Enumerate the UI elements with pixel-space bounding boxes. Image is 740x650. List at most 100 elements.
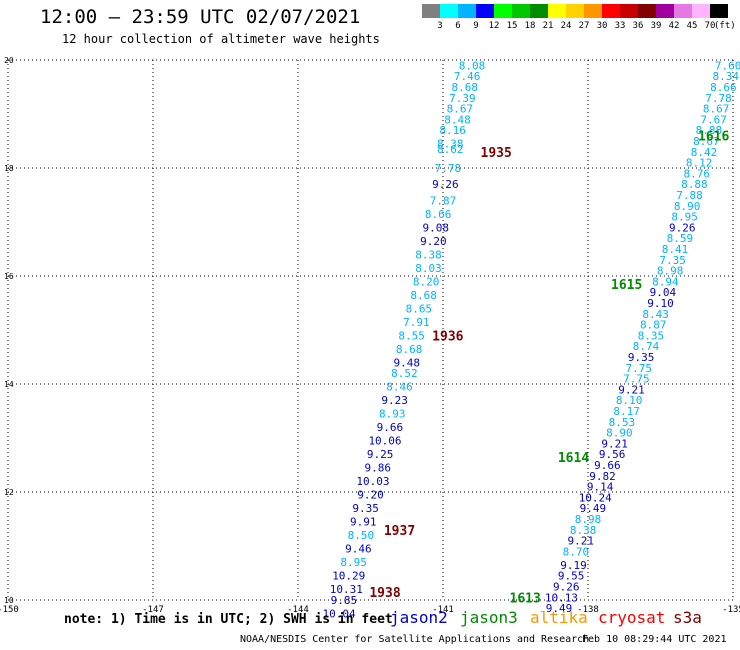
swh-value: 9.35 — [628, 351, 655, 364]
swh-value: 8.34 — [713, 70, 740, 83]
swh-value: 8.41 — [662, 243, 689, 256]
swh-value: 8.93 — [379, 408, 406, 421]
legend-swatch — [440, 4, 458, 18]
swh-value: 9.46 — [345, 543, 372, 556]
swh-value: 9.20 — [357, 489, 384, 502]
swh-value: 9.20 — [420, 235, 447, 248]
swh-value: 8.74 — [633, 340, 660, 353]
swh-value: 8.98 — [657, 265, 684, 278]
x-tick-label: -147 — [142, 605, 164, 615]
pass-label: 1936 — [432, 329, 463, 344]
footer-note: note: 1) Time is in UTC; 2) SWH is in fe… — [64, 612, 393, 627]
y-tick-label: 10 — [4, 596, 14, 605]
swh-value: 9.08 — [423, 221, 450, 234]
swh-value: 10.06 — [368, 435, 401, 448]
footer-timestamp: Feb 10 08:29:44 UTC 2021 — [582, 634, 727, 645]
legend-swatch — [566, 4, 584, 18]
swh-value: 8.66 — [710, 81, 737, 94]
swh-value: 8.66 — [425, 208, 452, 221]
swh-value: 9.23 — [381, 394, 408, 407]
swh-value: 7.91 — [403, 316, 430, 329]
legend-tick-label: 12 — [488, 21, 500, 31]
swh-value: 8.52 — [391, 367, 418, 380]
y-tick-label: 20 — [4, 56, 14, 65]
legend-tick-label: 70 — [704, 21, 716, 31]
swh-value: 7.75 — [626, 362, 653, 375]
pass-label: 1938 — [369, 586, 400, 601]
legend-tick-label: 33 — [614, 21, 626, 31]
swh-value: 8.67 — [447, 103, 474, 116]
swh-value: 8.68 — [410, 289, 437, 302]
swh-value: 9.19 — [560, 559, 587, 572]
swh-value: 8.17 — [613, 405, 640, 418]
swh-value: 8.62 — [437, 143, 464, 156]
pass-label: 1613 — [510, 591, 541, 606]
swh-value: 8.95 — [340, 556, 367, 569]
swh-value: 9.49 — [546, 602, 573, 615]
swh-value: 8.53 — [609, 416, 636, 429]
swh-value: 8.88 — [696, 124, 723, 137]
swh-value: 9.14 — [587, 481, 614, 494]
swh-value: 8.46 — [386, 381, 413, 394]
swh-value: 9.91 — [350, 516, 377, 529]
satellite-jason3: jason3 — [460, 608, 518, 627]
x-tick-label: -135 — [722, 605, 740, 615]
swh-value: 8.68 — [396, 343, 423, 356]
y-tick-label: 18 — [4, 164, 14, 173]
swh-value: 8.59 — [667, 232, 694, 245]
satellite-jason2: jason2 — [390, 608, 448, 627]
swh-value: 8.94 — [652, 275, 679, 288]
x-tick-label: -138 — [577, 605, 599, 615]
pass-label: 1615 — [611, 278, 642, 293]
swh-value: 7.78 — [435, 162, 462, 175]
page-title: 12:00 – 23:59 UTC 02/07/2021 — [40, 6, 361, 28]
swh-value: 8.65 — [406, 302, 433, 315]
swh-value: 8.16 — [439, 124, 466, 137]
swh-value: 9.86 — [365, 462, 392, 475]
legend-tick-label: 15 — [506, 21, 518, 31]
legend-swatch — [548, 4, 566, 18]
swh-value: 8.03 — [415, 262, 442, 275]
swh-value: 9.55 — [558, 570, 585, 583]
legend-swatch — [530, 4, 548, 18]
pass-label: 1616 — [698, 130, 729, 145]
swh-value: 8.38 — [437, 138, 464, 151]
legend-tick-label: 30 — [596, 21, 608, 31]
satellite-cryosat: cryosat — [598, 608, 666, 627]
legend-swatch — [638, 4, 656, 18]
swh-value: 7.60 — [715, 59, 740, 72]
swh-value: 8.42 — [691, 146, 718, 159]
swh-value: 10.24 — [579, 491, 612, 504]
legend-swatch — [494, 4, 512, 18]
swh-value: 8.50 — [348, 529, 375, 542]
swh-value: 7.39 — [449, 92, 476, 105]
legend-tick-label: 6 — [455, 21, 461, 31]
swh-value: 8.67 — [693, 135, 720, 148]
swh-value: 7.88 — [676, 189, 703, 202]
legend-swatch — [674, 4, 692, 18]
swh-value: 8.76 — [684, 167, 711, 180]
pass-label: 1937 — [384, 524, 415, 539]
swh-value: 7.46 — [454, 70, 481, 83]
x-tick-label: -141 — [432, 605, 454, 615]
swh-value: 8.70 — [563, 545, 590, 558]
footer-credit: NOAA/NESDIS Center for Satellite Applica… — [240, 634, 590, 645]
swh-value: 9.82 — [589, 470, 616, 483]
swh-value: 8.68 — [452, 81, 479, 94]
swh-value: 7.87 — [430, 194, 457, 207]
swh-value: 9.66 — [377, 421, 404, 434]
legend-swatch — [458, 4, 476, 18]
swh-value: 9.21 — [618, 383, 645, 396]
swh-value: 10.13 — [545, 591, 578, 604]
swh-value: 8.43 — [642, 308, 669, 321]
swh-value: 9.49 — [580, 502, 607, 515]
swh-value: 8.87 — [640, 319, 667, 332]
swh-value: 8.38 — [415, 248, 442, 261]
satellite-altika: altika — [530, 608, 588, 627]
swh-value: 9.56 — [599, 448, 626, 461]
legend-swatch — [692, 4, 710, 18]
legend-swatch — [476, 4, 494, 18]
swh-value: 8.35 — [638, 329, 665, 342]
swh-value: 8.90 — [606, 427, 633, 440]
